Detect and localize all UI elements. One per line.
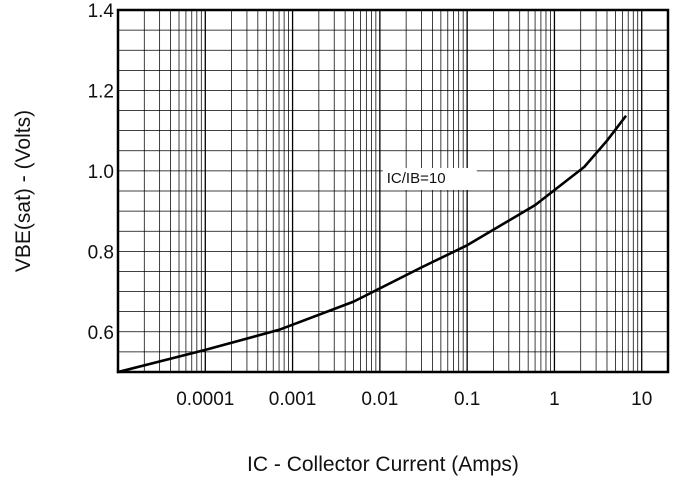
x-tick-label: 0.1 [454,389,480,410]
y-axis-label: VBE(sat) - (Volts) [12,110,35,272]
x-tick-label: 10 [631,389,652,410]
series-layer [116,115,627,374]
y-tick-label: 0.6 [88,323,114,344]
x-tick-label: 0.001 [269,389,317,410]
x-axis-label: IC - Collector Current (Amps) [247,453,519,476]
y-tick-label: 1.2 [88,81,114,102]
y-tick-label: 1.4 [88,1,115,22]
x-tick-label: 0.0001 [176,389,234,410]
y-tick-labels: 0.6 0.8 1.0 1.2 1.4 [88,1,115,344]
y-tick-label: 0.8 [88,242,114,263]
x-tick-labels: 0.0001 0.001 0.01 0.1 1 10 [176,389,652,410]
annotation-background [382,167,477,190]
annotation-ic-ib: IC/IB=10 [387,170,446,187]
series-line [116,115,627,374]
y-tick-label: 1.0 [88,162,114,183]
x-tick-label: 1 [549,389,560,410]
x-tick-label: 0.01 [361,389,398,410]
grid [118,10,668,372]
annotations: IC/IB=10 [382,167,477,190]
plot-frame [116,8,670,374]
